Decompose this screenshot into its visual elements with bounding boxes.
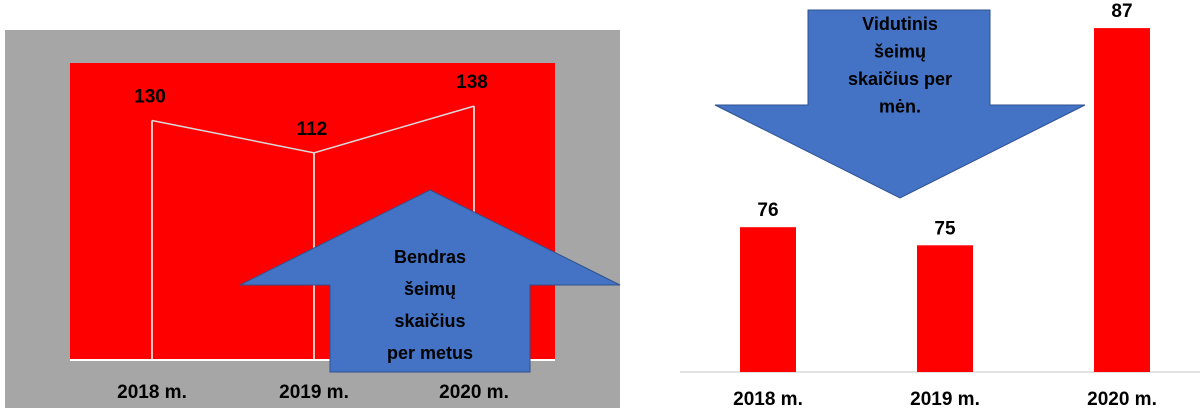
annotation-line: Vidutinis xyxy=(862,14,938,34)
x-tick-label: 2019 m. xyxy=(279,382,349,403)
value-label: 87 xyxy=(1111,1,1132,22)
annotation-line: per metus xyxy=(387,343,473,363)
value-label: 130 xyxy=(134,86,166,107)
value-label: 76 xyxy=(757,200,778,221)
annotation-line: šeimų xyxy=(404,279,456,299)
left-annotation: Bendras šeimų skaičius per metus xyxy=(387,247,473,363)
right-annotation: Vidutinis šeimų skaičius per mėn. xyxy=(848,14,952,117)
x-tick-label: 2018 m. xyxy=(733,389,803,410)
bar xyxy=(917,245,973,372)
annotation-line: mėn. xyxy=(879,96,921,116)
annotation-line: šeimų xyxy=(874,41,926,61)
x-tick-label: 2018 m. xyxy=(117,382,187,403)
right-chart: 76 75 87 2018 m. 2019 m. 2020 m. xyxy=(680,1,1200,410)
annotation-line: skaičius xyxy=(394,311,465,331)
annotation-line: Bendras xyxy=(394,247,466,267)
x-tick-label: 2019 m. xyxy=(910,389,980,410)
x-tick-label: 2020 m. xyxy=(1087,389,1157,410)
value-label: 112 xyxy=(297,119,328,140)
down-arrow xyxy=(714,9,1086,199)
up-arrow xyxy=(239,189,621,373)
bar xyxy=(1094,28,1150,372)
x-tick-label: 2020 m. xyxy=(439,382,509,403)
value-label: 138 xyxy=(456,72,488,93)
value-label: 75 xyxy=(934,218,956,239)
line xyxy=(151,105,475,154)
annotation-line: skaičius per xyxy=(848,69,952,89)
bar xyxy=(740,227,796,372)
